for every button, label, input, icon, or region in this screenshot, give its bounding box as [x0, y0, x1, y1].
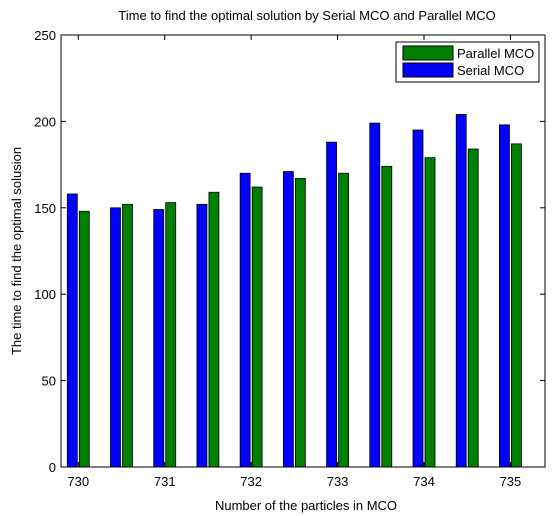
legend: Parallel MCO Serial MCO	[395, 41, 540, 83]
y-tick-label: 150	[34, 201, 56, 216]
bar-serial-mco-1	[110, 207, 121, 468]
bar-parallel-mco-0	[78, 210, 90, 468]
bar-parallel-mco-7	[381, 165, 393, 468]
legend-label-serial-mco: Serial MCO	[457, 63, 524, 78]
y-tick-label: 50	[42, 374, 56, 389]
bar-parallel-mco-8	[424, 157, 436, 468]
bar-serial-mco-5	[282, 171, 294, 468]
bar-serial-mco-10	[499, 124, 510, 468]
bar-serial-mco-8	[412, 129, 424, 468]
bar-serial-mco-7	[369, 122, 381, 468]
bar-parallel-mco-5	[294, 178, 306, 468]
chart-title: Time to find the optimal solution by Ser…	[118, 8, 495, 23]
x-tick-label: 735	[500, 474, 522, 489]
x-axis-label: Number of the particles in MCO	[215, 498, 397, 513]
bars-group	[66, 114, 522, 468]
plot-area	[60, 34, 546, 468]
legend-swatch-serial-mco	[402, 62, 454, 78]
bar-serial-mco-6	[326, 141, 337, 468]
x-tick-label: 732	[240, 474, 262, 489]
y-tick-label: 0	[49, 460, 56, 475]
bar-parallel-mco-1	[122, 203, 133, 468]
y-tick-label: 100	[34, 287, 56, 302]
bar-serial-mco-4	[239, 172, 251, 468]
bar-serial-mco-2	[153, 209, 165, 468]
bar-parallel-mco-10	[511, 143, 522, 468]
y-tick-label: 200	[34, 114, 56, 129]
x-tick-label: 731	[154, 474, 176, 489]
bar-serial-mco-0	[66, 193, 78, 468]
x-tick-label: 730	[67, 474, 89, 489]
bar-parallel-mco-6	[338, 172, 349, 468]
x-tick-label: 734	[413, 474, 435, 489]
bar-serial-mco-3	[196, 203, 208, 468]
y-tick-label: 250	[34, 28, 56, 43]
legend-label-parallel-mco: Parallel MCO	[457, 46, 534, 61]
x-tick-label: 733	[327, 474, 349, 489]
legend-swatch-parallel-mco	[402, 45, 454, 61]
bar-serial-mco-9	[455, 114, 467, 468]
bar-parallel-mco-2	[165, 202, 177, 468]
y-axis-label: The time to find the optimal solusion	[9, 147, 24, 355]
bar-parallel-mco-9	[467, 148, 479, 468]
axes-group: 0 50 100 150 200 250 730 731 732 733 734 735	[34, 28, 545, 489]
bar-parallel-mco-3	[208, 191, 220, 468]
bar-parallel-mco-4	[251, 186, 263, 468]
